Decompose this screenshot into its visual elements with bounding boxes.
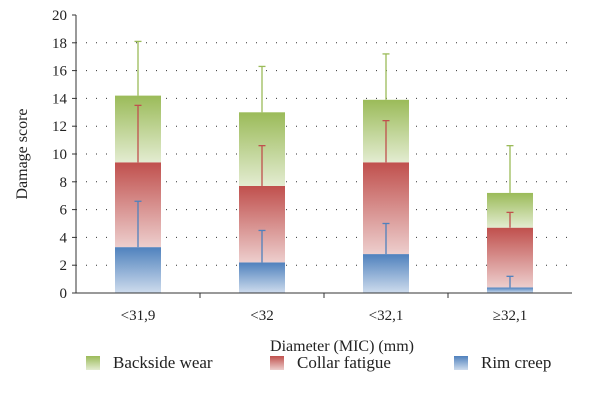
error-bar-backside-wear — [134, 40, 142, 96]
y-tick-label: 6 — [60, 203, 68, 219]
legend-item-collar-fatigue[interactable]: Collar fatigue — [270, 348, 391, 378]
x-tick-label: <32,1 — [369, 308, 404, 324]
bar-rim-creep — [363, 254, 409, 293]
error-bar-rim-creep — [506, 275, 514, 288]
y-tick-label: 16 — [52, 64, 68, 80]
y-tick-label: 0 — [60, 286, 68, 302]
legend-label: Backside wear — [113, 353, 213, 372]
legend-swatch-backside-wear — [86, 356, 100, 370]
y-tick-label: 14 — [52, 91, 68, 107]
error-bar-rim-creep — [134, 200, 142, 248]
bar-rim-creep — [239, 262, 285, 293]
error-bar-rim-creep — [382, 222, 390, 255]
legend: Backside wear Collar fatigue Rim creep — [0, 348, 608, 378]
legend-item-rim-creep[interactable]: Rim creep — [454, 348, 551, 378]
error-bar-backside-wear — [506, 145, 514, 193]
error-bars — [134, 40, 514, 288]
x-tick-labels: <31,9 <32 <32,1 ≥32,1 — [121, 293, 527, 324]
y-axis-title: Damage score — [14, 108, 31, 199]
bars — [115, 95, 533, 293]
error-bar-collar-fatigue — [382, 119, 390, 163]
y-tick-label: 4 — [60, 230, 68, 246]
x-axis-title: Diameter (MIC) (mm) — [270, 338, 414, 355]
bar-rim-creep — [115, 247, 161, 293]
error-bar-backside-wear — [258, 65, 266, 113]
legend-swatch-collar-fatigue — [270, 356, 284, 370]
y-tick-label: 20 — [52, 8, 67, 24]
legend-label: Rim creep — [481, 353, 552, 372]
y-tick-label: 18 — [52, 36, 67, 52]
error-bar-collar-fatigue — [258, 145, 266, 186]
y-tick-label: 10 — [52, 147, 67, 163]
x-tick-label: ≥32,1 — [493, 308, 527, 324]
x-tick-label: <31,9 — [121, 308, 156, 324]
y-tick-label: 8 — [60, 175, 68, 191]
legend-label: Collar fatigue — [297, 353, 391, 372]
error-bar-backside-wear — [382, 53, 390, 100]
x-tick-label: <32 — [250, 308, 273, 324]
error-bar-collar-fatigue — [506, 211, 514, 228]
bar-rim-creep — [487, 287, 533, 293]
error-bar-collar-fatigue — [134, 104, 142, 163]
y-tick-label: 12 — [52, 119, 67, 135]
y-tick-label: 2 — [60, 258, 68, 274]
error-bar-rim-creep — [258, 229, 266, 263]
legend-swatch-rim-creep — [454, 356, 468, 370]
y-tick-labels: 0 2 4 6 8 10 12 14 16 18 20 — [52, 8, 76, 302]
legend-item-backside-wear[interactable]: Backside wear — [86, 348, 213, 378]
